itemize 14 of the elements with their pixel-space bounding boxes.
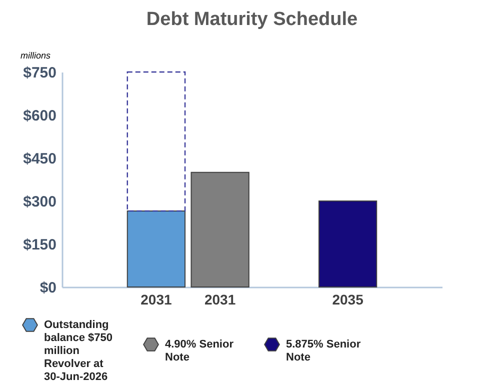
- x-tick-label: 2035: [332, 292, 364, 308]
- y-tick-label: $600: [23, 108, 56, 124]
- chart-title: Debt Maturity Schedule: [146, 9, 358, 30]
- legend-label: 4.90% Senior Note: [165, 338, 234, 364]
- legend-label: Outstanding balance $750 million Revolver at 30-Jun-2026: [44, 319, 112, 383]
- y-tick-label: $0: [40, 280, 56, 296]
- y-tick-label: $450: [23, 150, 56, 168]
- y-axis-title: millions: [20, 50, 52, 60]
- y-tick-label: $150: [23, 236, 56, 254]
- legend-label: 5.875% Senior Note: [286, 338, 362, 364]
- y-tick-label: $750: [23, 64, 56, 82]
- y-tick-label: $300: [23, 194, 56, 210]
- x-tick-label: 2031: [140, 292, 172, 308]
- x-tick-label: 2031: [204, 292, 236, 308]
